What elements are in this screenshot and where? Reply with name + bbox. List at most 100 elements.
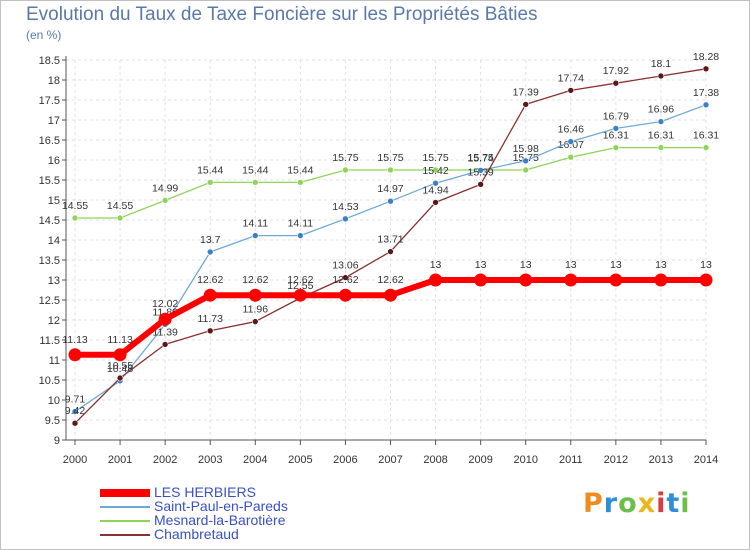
data-label-saint-paul-en-pareds: 15.42 <box>422 165 448 177</box>
y-tick-label: 18.5 <box>39 55 60 67</box>
data-label-saint-paul-en-pareds: 14.53 <box>332 201 358 213</box>
y-tick-label: 10.5 <box>39 375 60 387</box>
data-point-les-herbiers <box>699 273 713 287</box>
data-point-chambretaud <box>387 248 394 255</box>
data-point-saint-paul-en-pareds <box>432 179 439 187</box>
x-tick-label: 2005 <box>288 454 312 466</box>
data-point-saint-paul-en-pareds <box>612 125 620 132</box>
data-label-chambretaud: 13.71 <box>377 234 403 246</box>
data-label-mesnard-la-baroti-re: 14.99 <box>152 182 178 194</box>
data-label-saint-paul-en-pareds: 16.79 <box>603 110 629 122</box>
data-label-mesnard-la-baroti-re: 15.44 <box>287 164 313 176</box>
x-tick-label: 2008 <box>423 454 447 466</box>
proxiti-logo: Proxiti <box>583 488 691 519</box>
logo-letter: t <box>666 488 681 519</box>
data-point-les-herbiers <box>654 273 668 287</box>
y-tick-label: 9.5 <box>45 415 60 427</box>
data-point-mesnard-la-baroti-re <box>342 166 349 174</box>
y-tick-label: 10 <box>48 395 60 407</box>
y-tick-label: 16.5 <box>39 135 60 147</box>
legend-swatch <box>100 520 150 522</box>
data-label-chambretaud: 10.55 <box>107 360 133 372</box>
x-tick-label: 2009 <box>468 454 492 466</box>
data-label-chambretaud: 17.74 <box>558 72 584 84</box>
logo-letter: i <box>680 488 691 519</box>
x-tick-label: 2013 <box>649 454 673 466</box>
data-point-mesnard-la-baroti-re <box>657 144 665 151</box>
data-point-mesnard-la-baroti-re <box>71 214 79 222</box>
y-tick-label: 18 <box>48 75 60 87</box>
data-label-mesnard-la-baroti-re: 15.75 <box>332 152 358 164</box>
y-tick-label: 15.5 <box>39 175 60 187</box>
data-label-saint-paul-en-pareds: 14.11 <box>288 218 314 230</box>
data-label-saint-paul-en-pareds: 16.46 <box>558 124 584 136</box>
data-point-mesnard-la-baroti-re <box>206 179 214 186</box>
data-label-mesnard-la-baroti-re: 16.31 <box>603 130 629 142</box>
legend-item: Mesnard-la-Barotière <box>100 512 360 528</box>
data-label-les-herbiers: 13 <box>520 259 532 271</box>
data-point-saint-paul-en-pareds <box>251 232 259 239</box>
y-unit-label: (en %) <box>26 28 62 42</box>
x-tick-label: 2014 <box>694 454 718 466</box>
y-tick-label: 17 <box>48 115 60 127</box>
data-point-chambretaud <box>161 341 169 348</box>
x-tick-label: 2000 <box>63 454 87 466</box>
data-label-les-herbiers: 11.13 <box>62 334 88 346</box>
data-point-mesnard-la-baroti-re <box>567 153 575 161</box>
logo-letter: r <box>603 488 619 519</box>
y-tick-label: 14 <box>48 235 60 247</box>
data-point-mesnard-la-baroti-re <box>612 144 620 151</box>
data-point-saint-paul-en-pareds <box>702 101 710 109</box>
y-tick-label: 17.5 <box>39 95 60 107</box>
data-point-mesnard-la-baroti-re <box>161 197 169 204</box>
data-point-les-herbiers <box>293 288 307 302</box>
data-label-chambretaud: 9.42 <box>65 405 86 417</box>
legend-item: Chambretaud <box>100 526 360 542</box>
x-tick-label: 2002 <box>153 454 177 466</box>
data-point-chambretaud <box>206 327 214 335</box>
y-tick-label: 13.5 <box>39 255 60 267</box>
x-tick-label: 2003 <box>198 454 222 466</box>
x-tick-label: 2007 <box>378 454 402 466</box>
data-label-saint-paul-en-pareds: 15.74 <box>468 152 494 164</box>
data-label-chambretaud: 17.92 <box>603 65 629 77</box>
legend-swatch <box>100 506 150 508</box>
data-point-mesnard-la-baroti-re <box>251 179 259 186</box>
y-tick-label: 11 <box>49 355 60 367</box>
data-point-les-herbiers <box>158 312 172 326</box>
data-label-saint-paul-en-pareds: 14.11 <box>243 218 269 230</box>
data-label-saint-paul-en-pareds: 17.38 <box>693 87 719 99</box>
data-point-mesnard-la-baroti-re <box>522 166 530 174</box>
data-point-chambretaud <box>432 199 439 206</box>
data-point-les-herbiers <box>519 273 533 287</box>
y-tick-label: 16 <box>48 155 60 167</box>
logo-letter: i <box>656 488 667 519</box>
legend-label: Mesnard-la-Barotière <box>154 512 286 528</box>
legend-label: Chambretaud <box>154 526 239 542</box>
data-label-les-herbiers: 12.62 <box>287 274 313 286</box>
data-label-chambretaud: 14.94 <box>422 184 448 196</box>
data-label-chambretaud: 15.39 <box>468 166 494 178</box>
data-point-saint-paul-en-pareds <box>477 167 484 174</box>
data-label-chambretaud: 11.73 <box>197 313 223 325</box>
data-label-les-herbiers: 11.13 <box>107 334 133 346</box>
x-tick-label: 2011 <box>559 454 583 466</box>
data-label-les-herbiers: 13 <box>655 259 667 271</box>
data-label-chambretaud: 17.39 <box>513 86 539 98</box>
data-label-mesnard-la-baroti-re: 16.07 <box>558 139 584 151</box>
data-point-chambretaud <box>477 181 484 188</box>
data-point-saint-paul-en-pareds <box>567 138 575 145</box>
x-tick-label: 2006 <box>333 454 357 466</box>
data-label-mesnard-la-baroti-re: 16.31 <box>648 130 674 142</box>
data-label-les-herbiers: 13 <box>700 259 712 271</box>
data-label-les-herbiers: 13 <box>430 259 442 271</box>
chart-title: Evolution du Taux de Taxe Foncière sur l… <box>26 4 538 25</box>
data-point-les-herbiers <box>609 273 623 287</box>
y-tick-label: 12.5 <box>39 295 60 307</box>
data-point-les-herbiers <box>564 273 578 287</box>
data-point-les-herbiers <box>203 288 217 302</box>
data-point-saint-paul-en-pareds <box>342 215 349 223</box>
legend-swatch <box>100 534 150 536</box>
data-label-saint-paul-en-pareds: 14.97 <box>377 183 403 195</box>
data-label-les-herbiers: 13 <box>475 259 487 271</box>
